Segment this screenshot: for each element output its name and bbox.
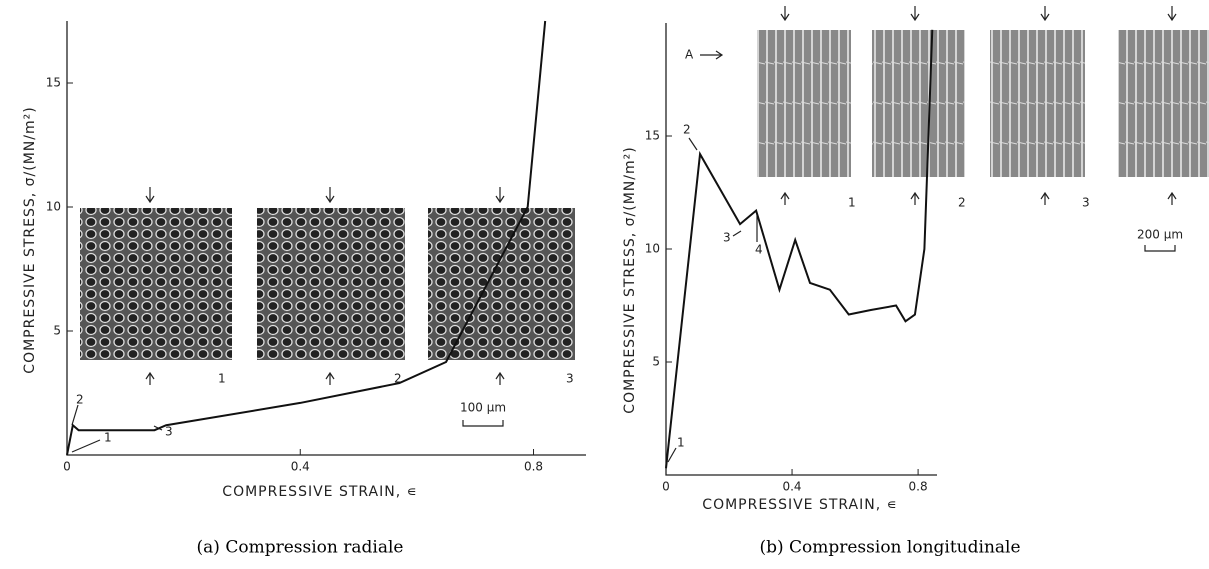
x-tick-label: 0.8 [909, 480, 928, 494]
scale-bar [462, 420, 504, 427]
inset-label: 1 [218, 372, 226, 386]
inset-label: 3 [1082, 196, 1090, 210]
x-axis-label: COMPRESSIVE STRAIN, ∊ [222, 484, 417, 500]
y-tick-label: 10 [46, 200, 61, 214]
x-axis-label: COMPRESSIVE STRAIN, ∊ [702, 497, 897, 513]
micrograph [257, 208, 405, 360]
x-tick-label: 0 [662, 480, 670, 494]
y-axis-label: COMPRESSIVE STRESS, σ/(MN/m²) [622, 146, 638, 413]
y-tick-label: 10 [645, 242, 660, 256]
annotation: 1 [677, 436, 685, 450]
y-tick-label: 5 [53, 324, 61, 338]
chart-b: (b) Compression longitudinale COMPRESSIV… [622, 6, 1209, 558]
y-tick-label: 15 [645, 129, 660, 143]
micrograph [757, 30, 851, 177]
data-line [665, 29, 934, 469]
pointers [667, 137, 758, 463]
pointers [71, 404, 163, 453]
x-tick-label: 0.8 [524, 460, 543, 474]
marker: A [685, 48, 694, 62]
annotation: 3 [723, 231, 731, 245]
micrograph [872, 30, 965, 177]
annotation: 3 [165, 425, 173, 439]
caption: (b) Compression longitudinale [759, 538, 1020, 558]
y-axis-label: COMPRESSIVE STRESS, σ/(MN/m²) [22, 106, 38, 373]
inset-label: 2 [394, 372, 402, 386]
micrograph [1118, 30, 1209, 177]
inset-label: 2 [958, 196, 966, 210]
arrows [700, 6, 1177, 205]
annotation: 2 [76, 393, 84, 407]
micrograph [990, 30, 1085, 177]
x-tick-label: 0 [63, 460, 71, 474]
annotation: 2 [683, 123, 691, 137]
annotation: 1 [104, 431, 112, 445]
arrows [145, 187, 505, 385]
scale-bar [1144, 245, 1176, 252]
scale-label: 100 µm [460, 401, 506, 415]
x-tick-label: 0.4 [782, 480, 801, 494]
inset-label: 3 [566, 372, 574, 386]
data-line [66, 20, 547, 456]
chart-a: (a) Compression radiale COMPRESSIVE STRA… [22, 20, 586, 558]
micrograph [80, 208, 232, 360]
caption: (a) Compression radiale [197, 538, 404, 558]
annotation: 4 [755, 243, 763, 257]
inset-label: 1 [848, 196, 856, 210]
scale-label: 200 µm [1137, 228, 1183, 242]
y-tick-label: 5 [652, 355, 660, 369]
y-tick-label: 15 [46, 76, 61, 90]
x-tick-label: 0.4 [291, 460, 310, 474]
micrograph [428, 208, 575, 360]
